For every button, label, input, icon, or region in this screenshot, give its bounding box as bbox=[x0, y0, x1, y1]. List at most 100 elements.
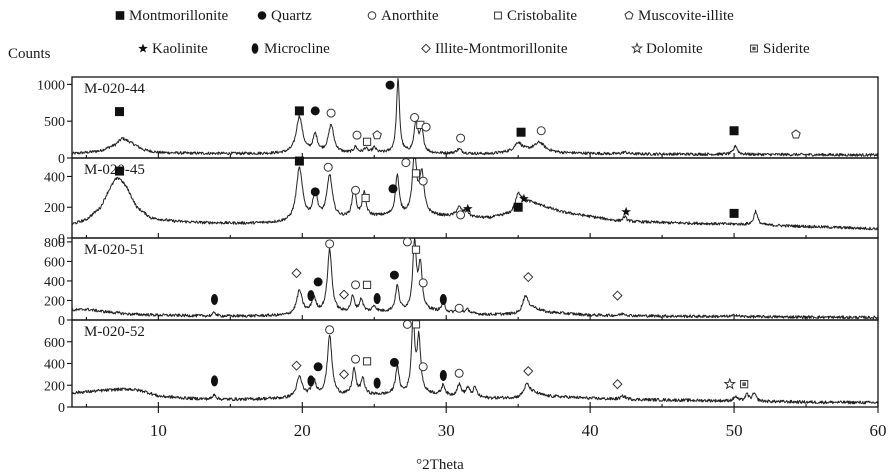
legend-symbol bbox=[251, 43, 259, 54]
panel-label: M-020-52 bbox=[84, 324, 145, 340]
peak-marker-open-circle bbox=[421, 122, 431, 132]
peak-marker-filled-ellipse bbox=[373, 293, 381, 305]
x-tick-label: 50 bbox=[726, 421, 743, 440]
legend-symbol bbox=[115, 11, 125, 20]
peak-marker-open-circle bbox=[326, 108, 336, 118]
peak-marker-filled-ellipse bbox=[373, 377, 381, 389]
peak-marker-filled-ellipse bbox=[210, 375, 218, 387]
legend-label: Kaolinite bbox=[152, 41, 208, 57]
peak-marker-open-circle bbox=[325, 325, 335, 335]
peak-marker-small-star bbox=[621, 206, 631, 216]
y-tick-label: 1000 bbox=[37, 78, 65, 93]
y-tick-label: 600 bbox=[44, 255, 65, 270]
peak-marker-filled-square bbox=[294, 106, 304, 116]
y-tick-label: 400 bbox=[44, 358, 65, 373]
legend: Montmorillonite Quartz Anorthite Cristobali… bbox=[115, 8, 810, 57]
peak-marker-open-diamond bbox=[523, 271, 534, 283]
peak-marker-open-circle bbox=[456, 210, 466, 220]
legend-symbol bbox=[750, 44, 758, 53]
y-tick-label: 0 bbox=[58, 401, 65, 416]
y-tick-label: 200 bbox=[44, 379, 65, 394]
diffractogram-trace bbox=[71, 237, 879, 320]
peak-marker-open-circle bbox=[401, 158, 411, 168]
peak-marker-filled-square bbox=[516, 127, 526, 137]
legend-label: Anorthite bbox=[381, 8, 439, 24]
legend-item-siderite: Siderite bbox=[750, 41, 810, 57]
peak-marker-open-circle bbox=[454, 303, 464, 313]
peak-marker-open-circle bbox=[418, 176, 428, 186]
legend-label: Cristobalite bbox=[507, 8, 577, 24]
peak-marker-small-star bbox=[463, 203, 473, 213]
panel-frame bbox=[71, 157, 879, 239]
panel-m-020-52: 0 200 400 600 M-020-52 bbox=[44, 319, 879, 416]
peak-marker-open-diamond bbox=[612, 290, 623, 301]
peak-marker-filled-square bbox=[114, 107, 124, 117]
peak-marker-open-circle bbox=[351, 280, 361, 290]
legend-item-dolomite: Dolomite bbox=[630, 41, 703, 57]
peak-marker-open-star bbox=[723, 377, 737, 390]
peak-marker-filled-square bbox=[729, 126, 739, 136]
peak-marker-filled-circle bbox=[388, 184, 398, 194]
panel-m-020-45: 0 200 400 M-020-45 bbox=[44, 156, 879, 247]
peak-marker-open-diamond bbox=[612, 379, 623, 390]
peak-marker-filled-ellipse bbox=[439, 369, 447, 381]
peak-marker-filled-ellipse bbox=[210, 294, 218, 305]
legend-symbol bbox=[367, 11, 377, 20]
x-tick-label: 60 bbox=[870, 421, 887, 440]
peak-marker-small-star bbox=[519, 193, 529, 203]
legend-label: Illite-Montmorillonite bbox=[435, 41, 568, 57]
peak-marker-open-diamond bbox=[291, 360, 302, 371]
y-tick-label: 800 bbox=[44, 236, 65, 251]
peak-marker-filled-circle bbox=[313, 362, 323, 372]
peak-marker-filled-circle bbox=[385, 80, 395, 90]
panel-label: M-020-45 bbox=[84, 162, 145, 178]
peak-marker-filled-circle bbox=[389, 357, 399, 367]
peak-marker-open-circle bbox=[351, 354, 361, 364]
x-tick-label: 40 bbox=[582, 421, 599, 440]
legend-label: Siderite bbox=[763, 41, 810, 57]
legend-item-microcline: Microcline bbox=[251, 41, 330, 57]
y-tick-label: 0 bbox=[58, 232, 65, 247]
y-tick-label: 200 bbox=[44, 294, 65, 309]
y-tick-label: 0 bbox=[58, 152, 65, 167]
peak-marker-open-diamond bbox=[291, 268, 302, 279]
peak-marker-open-diamond bbox=[523, 366, 534, 377]
peak-marker-open-diamond bbox=[338, 369, 350, 380]
peak-marker-open-square bbox=[362, 357, 372, 366]
x-axis: 10 20 30 40 50 60 bbox=[150, 407, 887, 440]
legend-item-cristobalite: Cristobalite bbox=[494, 8, 577, 24]
peak-marker-filled-ellipse bbox=[307, 290, 315, 302]
peak-marker-filled-square bbox=[114, 166, 124, 176]
peak-marker-open-pentagon bbox=[791, 129, 801, 139]
y-tick-label: 0 bbox=[58, 314, 65, 329]
legend-symbol bbox=[630, 42, 644, 54]
panel-m-020-51: 0 200 400 600 800 M-020-51 bbox=[44, 236, 879, 329]
chart-panels: 0 500 1000 M-020-44 0 200 400 M-020-45 0 200 400 60… bbox=[37, 76, 879, 416]
legend-label: Muscovite-illite bbox=[638, 8, 734, 24]
legend-item-muscovite-illite: Muscovite-illite bbox=[624, 8, 734, 24]
panel-m-020-44: 0 500 1000 M-020-44 bbox=[37, 76, 879, 167]
legend-item-montmorillonite: Montmorillonite bbox=[115, 8, 229, 24]
peak-marker-square-dot bbox=[740, 380, 749, 389]
legend-symbol bbox=[421, 43, 431, 54]
peak-marker-open-square bbox=[411, 245, 421, 254]
legend-symbol bbox=[138, 43, 148, 53]
legend-item-quartz: Quartz bbox=[257, 8, 312, 24]
peak-marker-open-diamond bbox=[338, 289, 350, 300]
peak-marker-filled-circle bbox=[310, 106, 320, 116]
y-tick-label: 600 bbox=[44, 336, 65, 351]
y-tick-label: 200 bbox=[44, 201, 65, 216]
x-axis-title: °2Theta bbox=[416, 457, 464, 473]
peak-marker-open-pentagon bbox=[372, 130, 382, 140]
y-tick-label: 400 bbox=[44, 275, 65, 290]
peak-marker-open-circle bbox=[456, 133, 466, 143]
peak-marker-open-circle bbox=[352, 130, 362, 140]
peak-marker-open-square bbox=[411, 169, 421, 178]
x-tick-label: 20 bbox=[294, 421, 311, 440]
peak-marker-open-circle bbox=[418, 362, 428, 372]
peak-marker-open-circle bbox=[410, 113, 420, 122]
diffractogram-trace bbox=[71, 319, 879, 405]
peak-marker-open-circle bbox=[402, 237, 412, 247]
y-tick-label: 500 bbox=[44, 115, 65, 130]
